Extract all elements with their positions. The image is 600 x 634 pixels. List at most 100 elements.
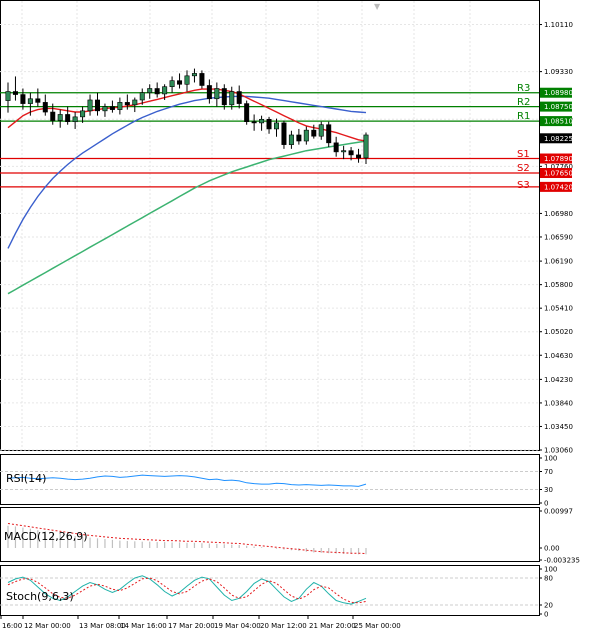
stoch-lines	[7, 575, 367, 605]
candle-body	[139, 92, 145, 101]
candle-body	[221, 88, 227, 106]
macd-signal-group	[7, 523, 367, 555]
price-tick-label: 1.07760	[544, 163, 573, 171]
price-tick-label: 1.03840	[544, 399, 573, 407]
rsi-line	[7, 474, 367, 487]
level-price-text: 1.08510	[544, 118, 573, 126]
price-tick-label: 1.04630	[544, 352, 573, 360]
candle-body	[266, 118, 272, 130]
price-tick-label: 1.03060	[544, 447, 573, 455]
candles	[5, 68, 369, 164]
candle-body	[311, 129, 317, 137]
time-tick-label: 12 Mar 00:00	[24, 622, 71, 630]
candle-body	[341, 150, 347, 153]
macd-label: MACD(12,26,9)	[4, 530, 88, 543]
price-tick-label: 1.06590	[544, 233, 573, 241]
candle-body	[57, 114, 63, 121]
level-price-box	[540, 181, 572, 192]
candle-body	[124, 102, 130, 106]
candle-body	[102, 106, 108, 112]
rsi-panel-frame	[0, 454, 540, 505]
candle-body	[236, 91, 242, 104]
level-price-text: 1.08980	[544, 89, 573, 97]
price-tick-label: 1.05800	[544, 281, 573, 289]
candle-body	[296, 134, 302, 142]
level-price-box	[540, 101, 572, 112]
price-boxes: 1.08980 1.08750 1.08510 1.07890 1.07650 1.074…	[540, 87, 573, 192]
level-price-text: 1.08750	[544, 103, 573, 111]
stoch-main-line	[7, 575, 367, 605]
time-tick-label: 13 Mar 08:00	[79, 622, 126, 630]
candle-body	[35, 98, 41, 103]
rsi-axis: 100 70 30 0	[539, 455, 557, 508]
candle-body	[206, 85, 212, 100]
time-tick-label: 21 Mar 20:00	[309, 622, 356, 630]
axis-tick-label: 100	[544, 455, 557, 463]
candle-body	[42, 102, 48, 113]
candle-body	[162, 86, 168, 95]
candle-body	[95, 99, 101, 112]
price-tick-label: 1.06980	[544, 210, 573, 218]
level-label-s2: S2	[517, 163, 530, 174]
level-price-box	[540, 167, 572, 178]
candle-body	[191, 73, 197, 77]
candle-body	[318, 124, 324, 137]
macd-histogram	[7, 525, 367, 555]
level-label-r3: R3	[517, 83, 530, 94]
stoch-signal-line	[7, 577, 367, 604]
level-label-r2: R2	[517, 97, 530, 108]
time-tick-label: 16:00	[2, 622, 22, 630]
level-price-box	[540, 153, 572, 164]
price-tick-label: 1.05410	[544, 305, 573, 313]
macd-panel-frame	[0, 507, 540, 562]
candle-body	[273, 122, 279, 130]
candle-body	[109, 106, 115, 110]
level-price-box	[540, 87, 572, 98]
candle-body	[288, 134, 294, 145]
candle-body	[132, 99, 138, 106]
level-price-text: 1.07890	[544, 155, 573, 163]
rsi-line-group	[7, 474, 367, 487]
candle-body	[333, 142, 339, 153]
axis-tick-label: 100	[544, 566, 557, 574]
candle-body	[356, 154, 362, 159]
time-tick-label: 17 Mar 20:00	[168, 622, 215, 630]
candle-body	[177, 80, 183, 85]
candle-body	[117, 102, 123, 110]
candle-body	[281, 122, 287, 145]
level-label-s1: S1	[517, 149, 530, 160]
stoch-panel-frame	[0, 565, 540, 616]
candle-body	[20, 94, 26, 104]
axis-tick-label: -0.003235	[544, 557, 580, 565]
axis-tick-label: 70	[544, 468, 553, 476]
macd-axis: 0.00997 0.00 -0.003235	[539, 508, 580, 565]
candle-body	[87, 99, 93, 112]
level-label-s3: S3	[517, 180, 530, 191]
candle-body	[5, 91, 11, 101]
ma-blue-line	[7, 95, 367, 249]
candle-body	[199, 73, 205, 86]
time-tick-label: 20 Mar 12:00	[260, 622, 307, 630]
macd-panel: 0.00997 0.00 -0.003235 MACD(12,26,9)	[0, 507, 580, 565]
axis-tick-label: 0	[544, 500, 548, 508]
time-tick-label: 19 Mar 04:00	[214, 622, 261, 630]
main-grid	[0, 1, 539, 451]
candle-body	[147, 88, 153, 94]
candle-body	[229, 91, 235, 106]
candle-body	[27, 98, 33, 104]
price-tick-label: 1.09330	[544, 68, 573, 76]
candle-body	[363, 134, 369, 159]
level-price-text: 1.07420	[544, 183, 573, 191]
candle-body	[12, 91, 18, 95]
price-tick-label: 1.06190	[544, 258, 573, 266]
candle-body	[259, 118, 265, 124]
candle-body	[184, 75, 190, 85]
current-price-box	[540, 133, 572, 144]
level-labels: R3 R2 R1 S1 S2 S3	[517, 83, 530, 191]
candle-body	[154, 88, 160, 95]
level-price-box	[540, 116, 572, 127]
rsi-label: RSI(14)	[6, 472, 46, 485]
